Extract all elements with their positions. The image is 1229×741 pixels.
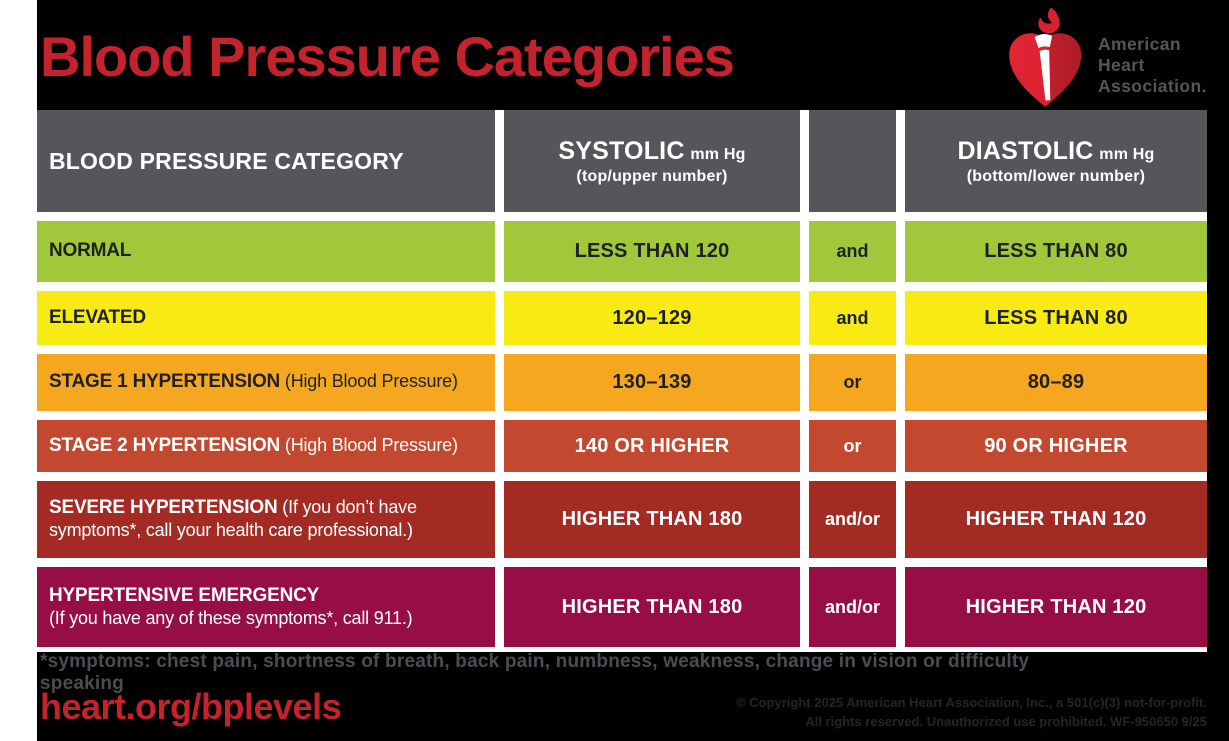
- row-severe-hypertension-systolic: HIGHER THAN 180: [504, 481, 800, 558]
- row-stage-1-hypertension-diastolic: 80–89: [905, 354, 1207, 411]
- row-severe-hypertension-category: SEVERE HYPERTENSION (If you don’t have s…: [37, 481, 495, 558]
- aha-wordmark-line3: Association.: [1098, 76, 1207, 96]
- row-hypertensive-emergency-diastolic: HIGHER THAN 120: [905, 567, 1207, 647]
- bp-table: BLOOD PRESSURE CATEGORY SYSTOLIC mm Hg (…: [37, 110, 1207, 652]
- row-hypertensive-emergency-note: (If you have any of these symptoms*, cal…: [49, 607, 413, 628]
- header-category-label: BLOOD PRESSURE CATEGORY: [49, 147, 404, 174]
- row-severe-hypertension-label: SEVERE HYPERTENSION (If you don’t have s…: [49, 496, 417, 540]
- header-diastolic-main: DIASTOLIC mm Hg: [957, 137, 1154, 166]
- row-severe-hypertension-connector: and/or: [809, 481, 896, 558]
- aha-wordmark: American Heart Association.: [1098, 34, 1207, 97]
- row-hypertensive-emergency-label: HYPERTENSIVE EMERGENCY (If you have any o…: [49, 584, 413, 628]
- row-hypertensive-emergency-category: HYPERTENSIVE EMERGENCY (If you have any o…: [37, 567, 495, 647]
- header-diastolic-cell: DIASTOLIC mm Hg (bottom/lower number): [905, 110, 1207, 212]
- row-stage-2-hypertension-note: (High Blood Pressure): [280, 434, 458, 455]
- row-elevated-diastolic: LESS THAN 80: [905, 291, 1207, 345]
- row-stage-2-hypertension-connector: or: [809, 420, 896, 472]
- header-diastolic-title: DIASTOLIC: [957, 136, 1094, 165]
- page-title: Blood Pressure Categories: [40, 25, 735, 88]
- row-stage-1-hypertension-systolic: 130–139: [504, 354, 800, 411]
- left-margin-strip: [0, 0, 37, 741]
- row-stage-2-hypertension-diastolic: 90 OR HIGHER: [905, 420, 1207, 472]
- row-elevated-category: ELEVATED: [37, 291, 495, 345]
- row-severe-hypertension-diastolic: HIGHER THAN 120: [905, 481, 1207, 558]
- header-systolic-cell: SYSTOLIC mm Hg (top/upper number): [504, 110, 800, 212]
- header-systolic-title: SYSTOLIC: [558, 136, 685, 165]
- header-systolic-main: SYSTOLIC mm Hg: [558, 137, 745, 166]
- aha-wordmark-line2: Heart: [1098, 55, 1145, 75]
- header-category-cell: BLOOD PRESSURE CATEGORY: [37, 110, 495, 212]
- row-elevated-systolic: 120–129: [504, 291, 800, 345]
- heart-org-url: heart.org/bplevels: [40, 686, 342, 727]
- row-stage-1-hypertension-label: STAGE 1 HYPERTENSION (High Blood Pressur…: [49, 371, 458, 393]
- row-normal-diastolic: LESS THAN 80: [905, 221, 1207, 282]
- symptoms-footnote: *symptoms: chest pain, shortness of brea…: [40, 651, 1030, 694]
- row-stage-2-hypertension-category: STAGE 2 HYPERTENSION (High Blood Pressur…: [37, 420, 495, 472]
- row-stage-2-hypertension-label: STAGE 2 HYPERTENSION (High Blood Pressur…: [49, 434, 458, 456]
- row-stage-1-hypertension-category: STAGE 1 HYPERTENSION (High Blood Pressur…: [37, 354, 495, 411]
- row-elevated-connector: and: [809, 291, 896, 345]
- row-severe-hypertension-note: (If you don’t have symptoms*, call your …: [49, 496, 417, 540]
- row-stage-1-hypertension-note: (High Blood Pressure): [280, 371, 458, 392]
- row-stage-1-hypertension-connector: or: [809, 354, 896, 411]
- row-normal-systolic: LESS THAN 120: [504, 221, 800, 282]
- header-systolic-subtitle: (top/upper number): [576, 167, 728, 185]
- header-systolic-unit: mm Hg: [690, 145, 746, 163]
- row-hypertensive-emergency-systolic: HIGHER THAN 180: [504, 567, 800, 647]
- aha-logo: American Heart Association.: [998, 6, 1213, 110]
- copyright-notice: © Copyright 2025 American Heart Associat…: [736, 694, 1207, 732]
- header-connector-cell: [809, 110, 896, 212]
- aha-wordmark-line1: American: [1098, 34, 1181, 54]
- copyright-line1: © Copyright 2025 American Heart Associat…: [736, 695, 1207, 710]
- row-stage-2-hypertension-systolic: 140 OR HIGHER: [504, 420, 800, 472]
- copyright-line2: All rights reserved. Unauthorized use pr…: [805, 713, 1207, 729]
- row-normal-label: NORMAL: [49, 240, 132, 262]
- header-diastolic-subtitle: (bottom/lower number): [966, 167, 1146, 185]
- row-elevated-label: ELEVATED: [49, 306, 146, 328]
- header-diastolic-unit: mm Hg: [1099, 145, 1155, 163]
- aha-heart-torch-icon: [1009, 7, 1082, 107]
- row-normal-category: NORMAL: [37, 221, 495, 282]
- row-normal-connector: and: [809, 221, 896, 282]
- row-hypertensive-emergency-connector: and/or: [809, 567, 896, 647]
